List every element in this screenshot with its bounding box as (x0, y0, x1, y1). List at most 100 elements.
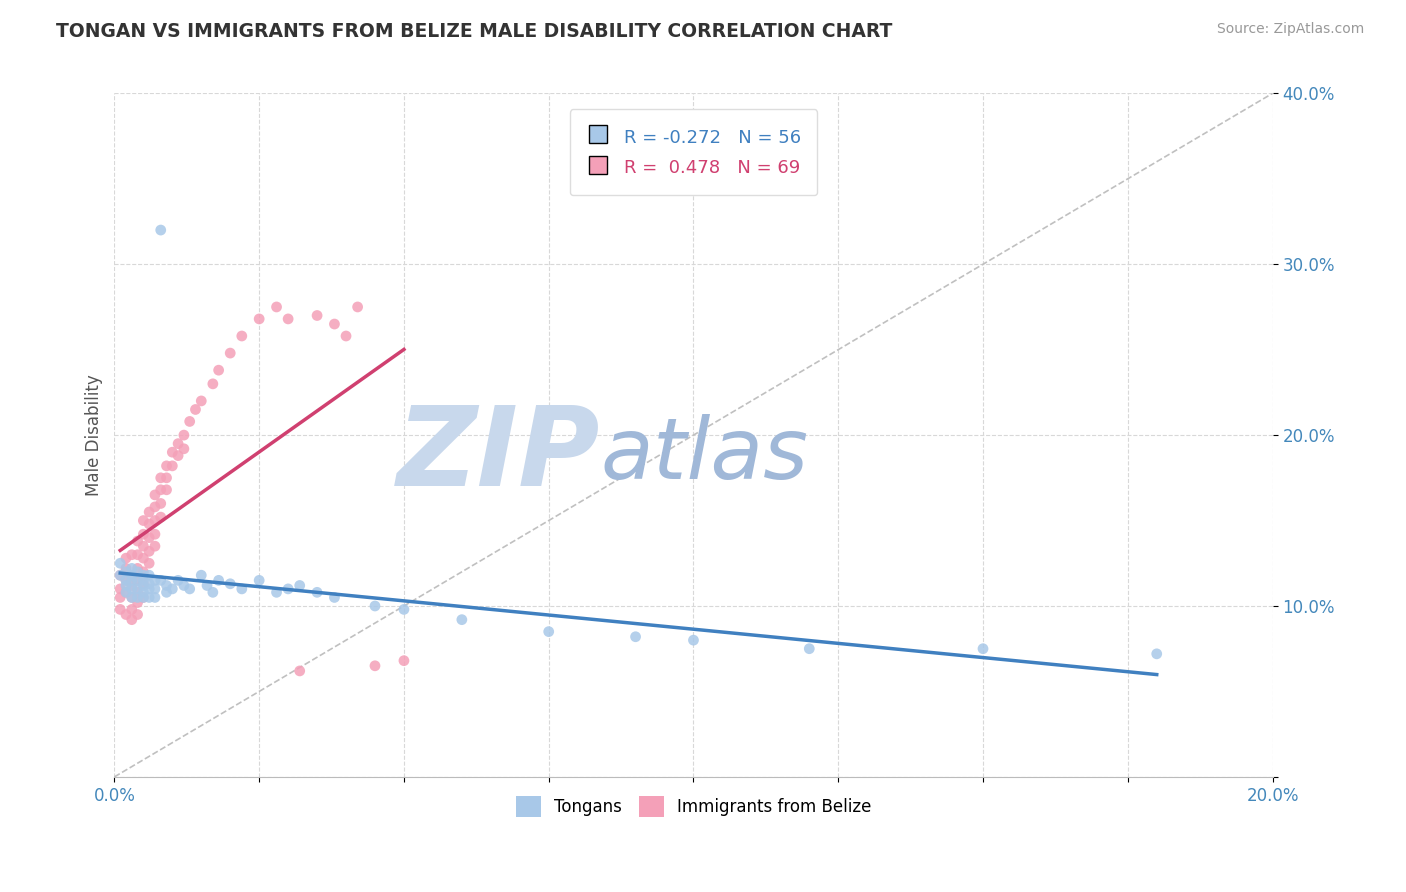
Point (143, 527, 166, 541)
Point (121, 582, 143, 596)
Point (335, 329, 357, 343)
Point (624, 630, 647, 644)
Point (108, 602, 131, 616)
Point (138, 531, 160, 545)
Point (799, 641, 821, 656)
Point (149, 496, 172, 510)
Point (143, 514, 166, 528)
Point (121, 602, 143, 616)
Text: atlas: atlas (600, 414, 808, 497)
Point (288, 578, 311, 592)
Point (173, 428, 195, 442)
Point (115, 607, 138, 622)
Point (155, 471, 177, 485)
Point (127, 591, 149, 605)
Point (201, 585, 224, 599)
Point (127, 607, 149, 622)
Point (115, 578, 138, 592)
Point (155, 578, 177, 592)
Point (392, 654, 415, 668)
Point (167, 574, 190, 588)
Point (364, 599, 387, 613)
Point (682, 633, 704, 648)
Point (184, 402, 207, 417)
Point (155, 483, 177, 497)
Point (115, 565, 138, 579)
Point (132, 576, 155, 591)
Point (247, 574, 270, 588)
Point (121, 548, 143, 562)
Point (219, 576, 242, 591)
Point (138, 505, 160, 519)
Point (155, 458, 177, 473)
Text: TONGAN VS IMMIGRANTS FROM BELIZE MALE DISABILITY CORRELATION CHART: TONGAN VS IMMIGRANTS FROM BELIZE MALE DI… (56, 22, 893, 41)
Point (115, 551, 138, 566)
Legend: Tongans, Immigrants from Belize: Tongans, Immigrants from Belize (509, 789, 877, 823)
Point (195, 578, 218, 592)
Point (121, 591, 143, 605)
Point (121, 574, 143, 588)
Point (162, 445, 184, 459)
Point (149, 471, 172, 485)
Point (121, 591, 143, 605)
Point (138, 556, 160, 570)
Point (149, 574, 172, 588)
Point (132, 539, 155, 553)
Point (138, 544, 160, 558)
Point (392, 602, 415, 616)
Point (247, 312, 270, 326)
Point (127, 574, 149, 588)
Point (132, 578, 155, 592)
Point (208, 363, 231, 377)
Point (121, 578, 143, 592)
Point (537, 624, 560, 639)
Point (121, 568, 143, 582)
Point (121, 613, 143, 627)
Point (155, 585, 177, 599)
Point (115, 561, 138, 575)
Point (132, 527, 155, 541)
Point (149, 510, 172, 524)
Point (450, 613, 472, 627)
Point (143, 500, 166, 514)
Point (149, 483, 172, 497)
Point (167, 449, 190, 463)
Point (288, 664, 311, 678)
Point (132, 591, 155, 605)
Point (277, 582, 299, 596)
Point (173, 442, 195, 456)
Point (108, 556, 131, 570)
Point (127, 548, 149, 562)
Point (179, 582, 201, 596)
Point (108, 568, 131, 582)
Point (143, 488, 166, 502)
Point (143, 582, 166, 596)
Point (138, 516, 160, 531)
Point (132, 574, 155, 588)
Point (132, 565, 155, 579)
Point (115, 585, 138, 599)
Point (149, 223, 172, 237)
Point (115, 585, 138, 599)
Text: Source: ZipAtlas.com: Source: ZipAtlas.com (1216, 22, 1364, 37)
Point (127, 574, 149, 588)
Point (323, 591, 346, 605)
Point (190, 568, 212, 582)
Point (143, 574, 166, 588)
Point (266, 300, 288, 314)
Point (108, 582, 131, 596)
Text: ZIP: ZIP (398, 402, 600, 509)
Point (138, 591, 160, 605)
Point (143, 539, 166, 553)
Point (108, 568, 131, 582)
Point (972, 641, 994, 656)
Y-axis label: Male Disability: Male Disability (86, 375, 103, 496)
Point (266, 585, 288, 599)
Point (127, 582, 149, 596)
Point (162, 458, 184, 473)
Point (127, 534, 149, 549)
Point (132, 551, 155, 566)
Point (277, 312, 299, 326)
Point (138, 582, 160, 596)
Point (179, 414, 201, 428)
